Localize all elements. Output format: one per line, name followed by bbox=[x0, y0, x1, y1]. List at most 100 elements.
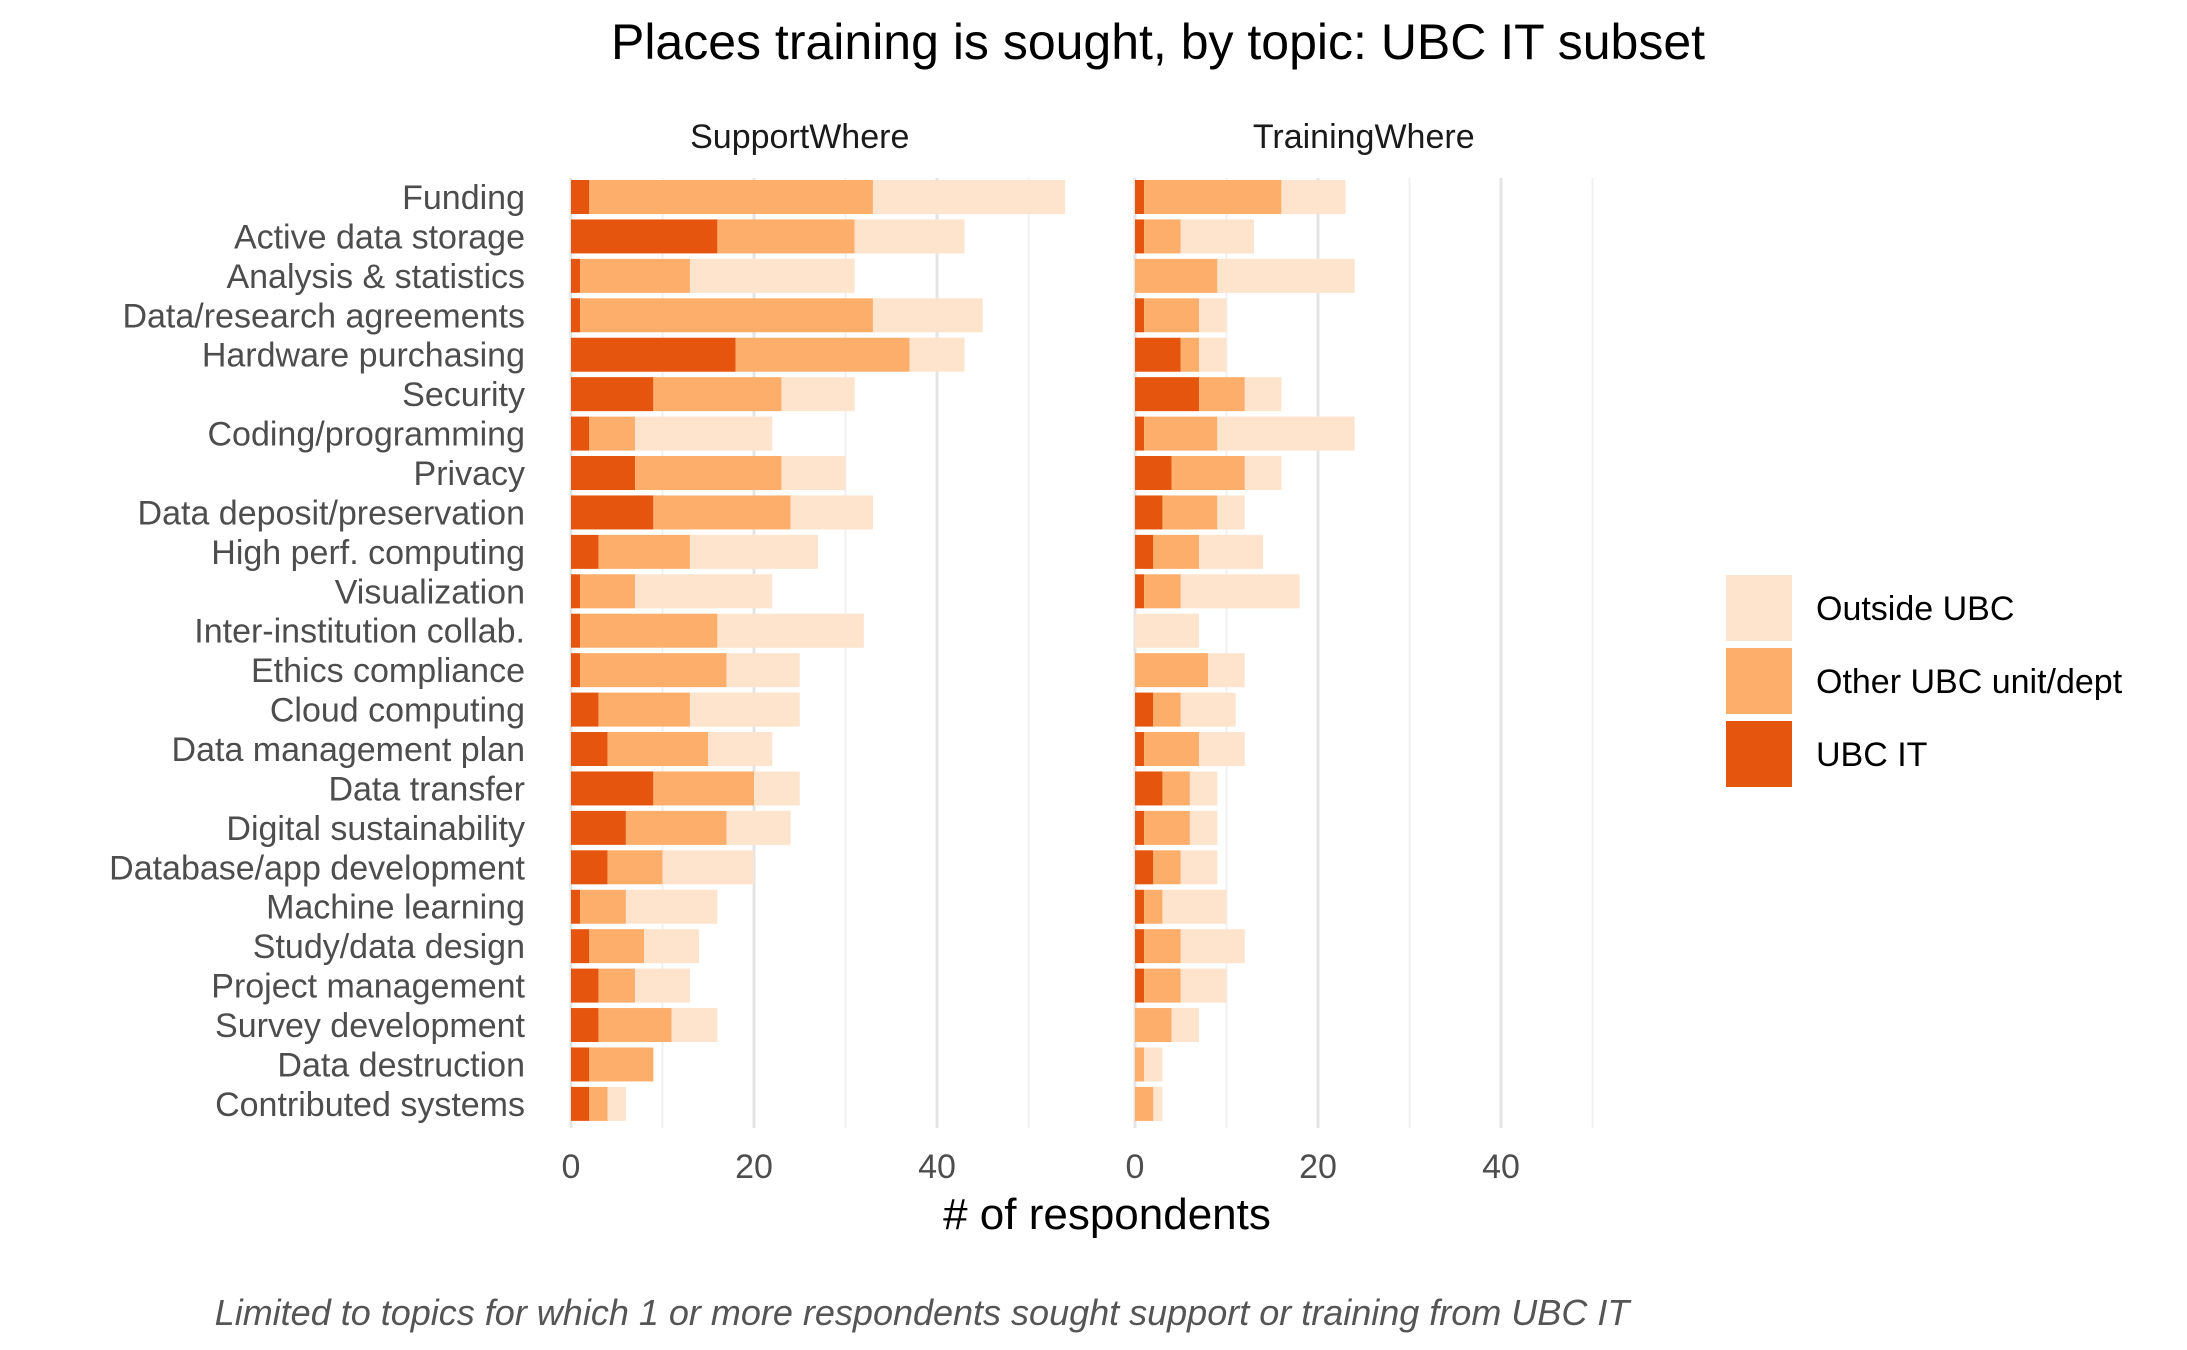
bar-segment bbox=[662, 850, 754, 885]
y-tick-label: High perf. computing bbox=[211, 534, 525, 572]
facet-strip-title: TrainingWhere bbox=[1253, 118, 1475, 156]
bar-segment bbox=[1144, 574, 1181, 609]
bar-segment bbox=[1135, 613, 1200, 648]
bar-segment bbox=[1135, 653, 1209, 688]
bar-segment bbox=[625, 889, 718, 924]
bar-segment bbox=[580, 574, 636, 609]
x-tick-label: 20 bbox=[735, 1148, 773, 1186]
labels-layer: 0 20 40 SupportWhere 0 20 40 TrainingWhere Fundi… bbox=[109, 118, 1520, 1186]
bar-segment bbox=[571, 534, 599, 569]
bar-segment bbox=[1135, 416, 1145, 451]
x-axis-label: # of respondents bbox=[943, 1190, 1271, 1239]
bar-segment bbox=[571, 1047, 590, 1082]
y-tick-label: Visualization bbox=[335, 573, 525, 611]
bar-segment bbox=[1144, 929, 1181, 964]
bar-segment bbox=[1153, 850, 1181, 885]
bar-segment bbox=[781, 456, 846, 491]
y-tick-label: Machine learning bbox=[266, 889, 525, 927]
bar-segment bbox=[717, 219, 855, 254]
bar-segment bbox=[571, 258, 581, 293]
y-tick-label: Study/data design bbox=[253, 928, 525, 966]
bar-segment bbox=[589, 1047, 654, 1082]
y-tick-label: Project management bbox=[211, 968, 525, 1006]
bar-segment bbox=[1180, 574, 1300, 609]
y-tick-label: Funding bbox=[402, 179, 525, 217]
bar-segment bbox=[571, 1086, 590, 1121]
bar-segment bbox=[1180, 219, 1254, 254]
bar-segment bbox=[1135, 968, 1145, 1003]
y-tick-label: Inter-institution collab. bbox=[194, 613, 525, 651]
bar-segment bbox=[1180, 850, 1218, 885]
grid-layer bbox=[569, 178, 1594, 1128]
x-tick-label: 20 bbox=[1299, 1148, 1337, 1186]
y-tick-label: Data management plan bbox=[172, 731, 525, 769]
bar-segment bbox=[909, 337, 965, 372]
y-tick-label: Data deposit/preservation bbox=[138, 494, 525, 532]
bar-segment bbox=[589, 180, 873, 214]
facet-strip-title: SupportWhere bbox=[690, 118, 909, 156]
bar-segment bbox=[1135, 180, 1145, 214]
bar-segment bbox=[571, 574, 581, 609]
bar-segment bbox=[1144, 732, 1200, 767]
bar-segment bbox=[1135, 337, 1181, 372]
bar-segment bbox=[1153, 534, 1200, 569]
bar-segment bbox=[689, 692, 800, 727]
bar-segment bbox=[1199, 534, 1264, 569]
bar-segment bbox=[589, 1086, 608, 1121]
y-tick-label: Hardware purchasing bbox=[202, 337, 525, 375]
bar-segment bbox=[1217, 258, 1355, 293]
bar-segment bbox=[1135, 495, 1163, 530]
bar-segment bbox=[653, 377, 782, 412]
bar-segment bbox=[1208, 653, 1245, 688]
bar-segment bbox=[589, 416, 636, 451]
bar-segment bbox=[1171, 1008, 1200, 1043]
bar-segment bbox=[607, 1086, 626, 1121]
bar-segment bbox=[1135, 810, 1145, 845]
x-tick-label: 40 bbox=[918, 1148, 956, 1186]
bar-segment bbox=[571, 850, 608, 885]
bar-segment bbox=[571, 298, 581, 333]
y-tick-label: Data/research agreements bbox=[122, 297, 525, 335]
bar-segment bbox=[1135, 377, 1200, 412]
bar-segment bbox=[1244, 377, 1282, 412]
legend-swatch bbox=[1726, 721, 1792, 787]
bar-segment bbox=[1144, 298, 1200, 333]
bar-segment bbox=[1135, 258, 1218, 293]
bar-segment bbox=[1135, 850, 1154, 885]
bar-segment bbox=[1135, 889, 1145, 924]
bar-segment bbox=[1135, 456, 1172, 491]
bar-segment bbox=[1199, 298, 1227, 333]
bar-segment bbox=[689, 534, 819, 569]
bar-segment bbox=[580, 653, 727, 688]
bar-segment bbox=[781, 377, 855, 412]
bar-segment bbox=[1199, 377, 1245, 412]
bar-segment bbox=[598, 968, 636, 1003]
y-tick-label: Analysis & statistics bbox=[226, 258, 525, 296]
bar-segment bbox=[598, 534, 690, 569]
chart-title: Places training is sought, by topic: UBC… bbox=[611, 14, 1705, 70]
legend-label: UBC IT bbox=[1816, 736, 1927, 774]
bar-segment bbox=[589, 929, 645, 964]
bar-segment bbox=[1135, 929, 1145, 964]
bar-segment bbox=[1135, 574, 1145, 609]
bar-segment bbox=[571, 337, 736, 372]
bar-segment bbox=[598, 1008, 672, 1043]
bar-segment bbox=[1135, 1008, 1172, 1043]
bar-segment bbox=[1144, 889, 1163, 924]
x-tick-label: 0 bbox=[1126, 1148, 1145, 1186]
y-tick-label: Data destruction bbox=[277, 1046, 525, 1084]
bar-segment bbox=[1180, 337, 1200, 372]
bars-layer bbox=[571, 180, 1355, 1121]
x-tick-label: 40 bbox=[1482, 1148, 1520, 1186]
y-tick-label: Cloud computing bbox=[270, 692, 525, 730]
bar-segment bbox=[635, 574, 773, 609]
bar-segment bbox=[607, 732, 709, 767]
bar-segment bbox=[625, 810, 727, 845]
bar-segment bbox=[872, 180, 1066, 214]
bar-segment bbox=[571, 653, 581, 688]
y-tick-label: Database/app development bbox=[109, 849, 525, 887]
bar-segment bbox=[1144, 810, 1190, 845]
bar-segment bbox=[1217, 495, 1245, 530]
